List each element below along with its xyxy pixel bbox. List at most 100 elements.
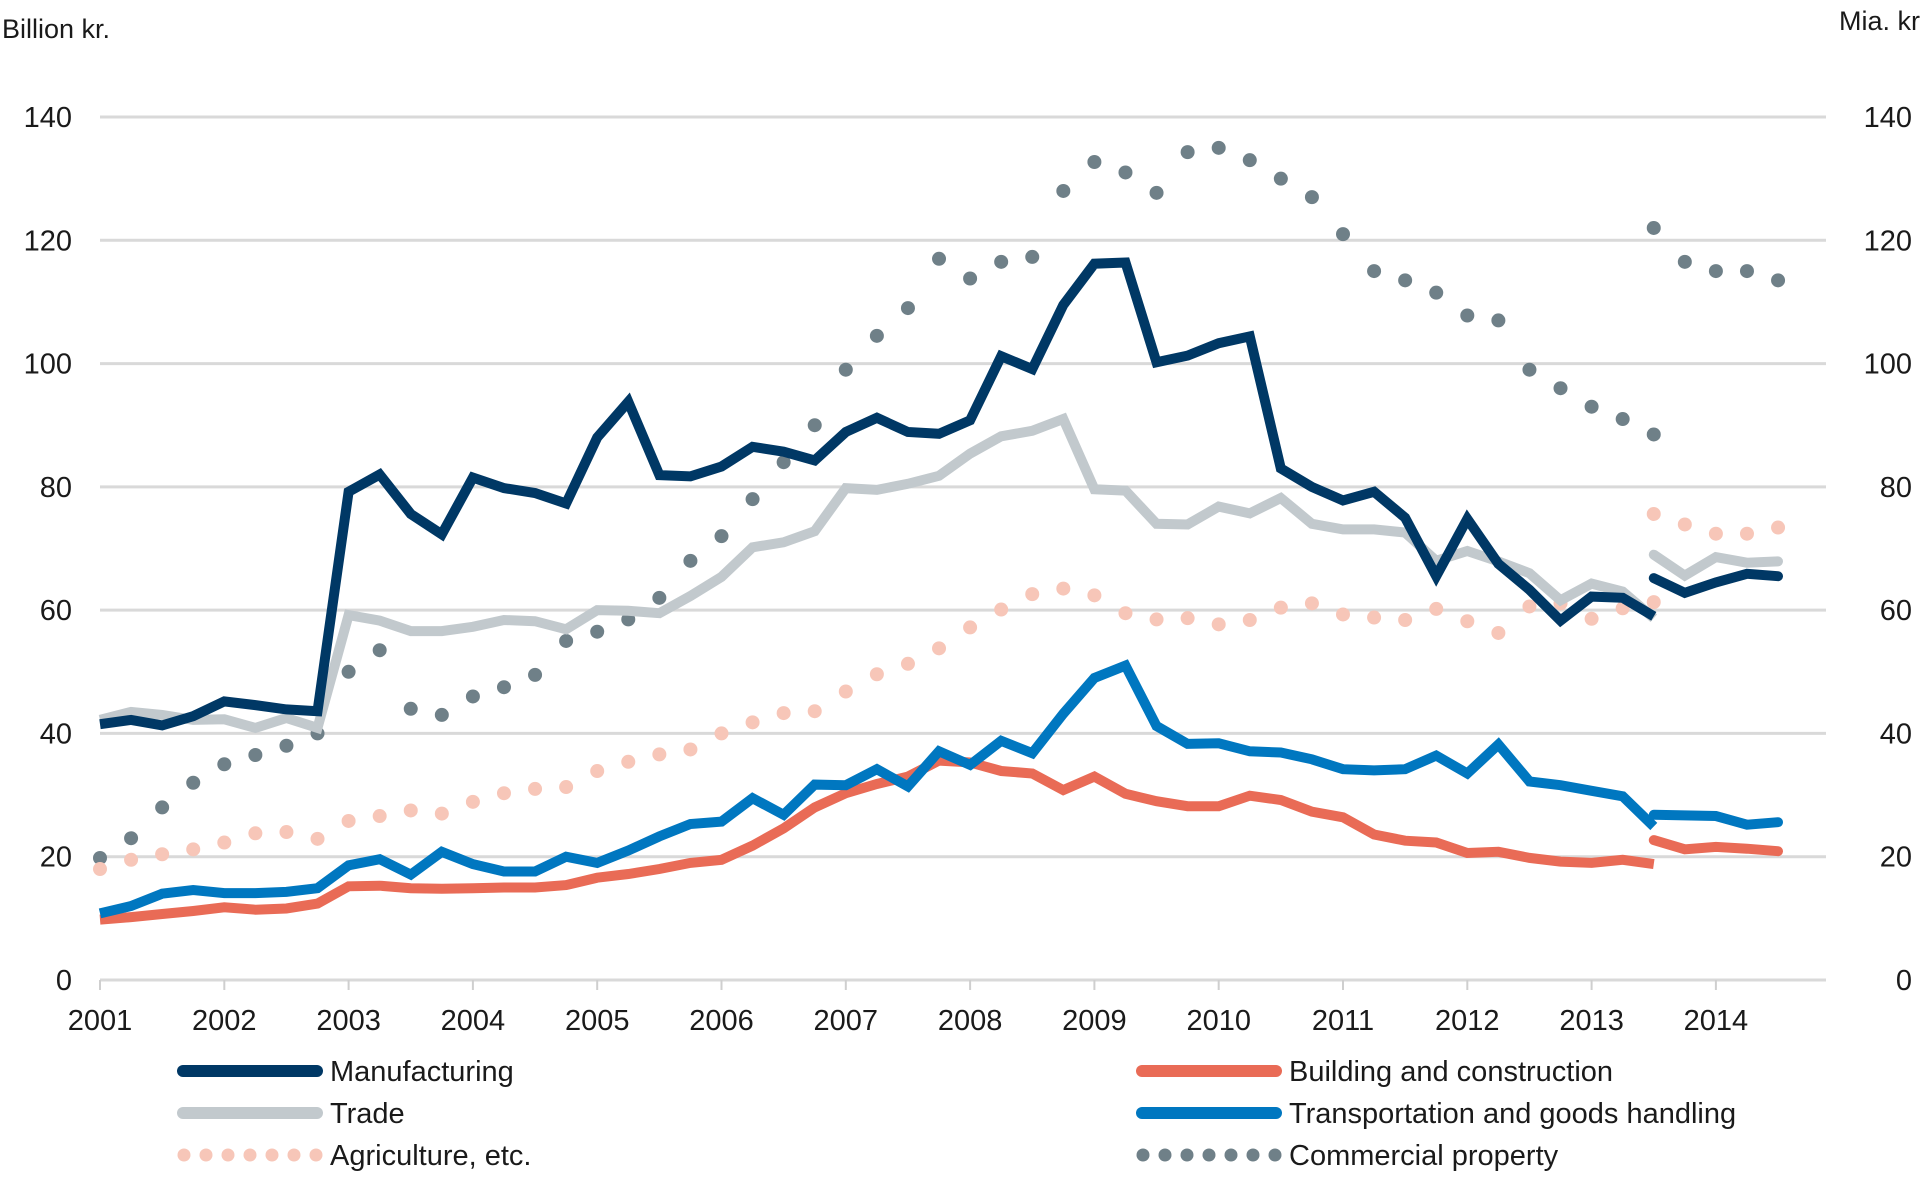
data-point xyxy=(1367,264,1382,279)
data-point xyxy=(1273,171,1288,186)
legend-label: Transportation and goods handling xyxy=(1289,1098,1736,1130)
data-point xyxy=(1025,249,1040,264)
series-line-segment xyxy=(1648,568,1783,599)
data-point xyxy=(1056,581,1071,596)
data-point xyxy=(1398,273,1413,288)
x-tick-label: 2013 xyxy=(1559,1005,1624,1037)
legend-swatch-dot xyxy=(221,1148,235,1162)
right-y-axis: 0 20 40 60 80 100 120 140 xyxy=(1864,102,1912,997)
x-tick-label: 2012 xyxy=(1435,1005,1500,1037)
data-point xyxy=(714,529,729,544)
data-point xyxy=(1739,264,1754,279)
series-line-segment xyxy=(99,257,1657,731)
data-point xyxy=(1522,362,1537,377)
data-point xyxy=(1771,520,1786,535)
data-point xyxy=(745,715,760,730)
data-point xyxy=(621,754,636,769)
y-tick-label-left: 120 xyxy=(24,225,72,257)
data-point xyxy=(434,806,449,821)
data-point xyxy=(248,826,263,841)
series-trade xyxy=(98,412,1783,735)
data-point xyxy=(1553,381,1568,396)
legend-label: Agriculture, etc. xyxy=(330,1140,531,1172)
data-point xyxy=(1491,313,1506,328)
data-point xyxy=(528,781,543,796)
legend-swatch-dot xyxy=(1180,1148,1194,1162)
series-agriculture-etc xyxy=(93,506,1786,877)
data-point xyxy=(403,803,418,818)
x-tick-label: 2007 xyxy=(814,1005,879,1037)
data-point xyxy=(1460,308,1475,323)
data-point xyxy=(1304,190,1319,205)
series-building-and-construction xyxy=(99,755,1783,925)
data-point xyxy=(776,706,791,721)
data-point xyxy=(1708,526,1723,541)
data-point xyxy=(838,362,853,377)
data-point xyxy=(528,667,543,682)
data-point xyxy=(1273,600,1288,615)
x-tick-label: 2005 xyxy=(565,1005,630,1037)
data-point xyxy=(155,800,170,815)
series-line-segment xyxy=(98,412,1658,735)
y-tick-label-right: 100 xyxy=(1864,349,1912,381)
data-point xyxy=(93,862,107,877)
data-point xyxy=(807,704,822,719)
data-point xyxy=(1460,614,1475,629)
legend-label: Building and construction xyxy=(1289,1056,1613,1088)
x-tick-label: 2009 xyxy=(1062,1005,1127,1037)
legend-item-trade: Trade xyxy=(177,1098,405,1130)
data-point xyxy=(124,852,139,867)
data-point xyxy=(434,707,449,722)
data-point xyxy=(1429,285,1444,300)
data-point xyxy=(1646,595,1661,610)
data-point xyxy=(279,738,294,753)
data-point xyxy=(994,602,1009,617)
x-tick-label: 2010 xyxy=(1186,1005,1251,1037)
data-point xyxy=(1491,625,1506,640)
legend-swatch-dot xyxy=(243,1148,257,1162)
legend-swatch-dot xyxy=(265,1148,279,1162)
series-line-segment xyxy=(99,755,1655,925)
left-y-axis: 0 20 40 60 80 100 120 140 xyxy=(24,102,72,997)
legend-item-transportation-and-goods-handling: Transportation and goods handling xyxy=(1136,1098,1736,1130)
legend-swatch-dot xyxy=(1136,1148,1150,1162)
data-point xyxy=(590,764,605,779)
data-point xyxy=(900,656,915,671)
legend: Manufacturing Trade Agriculture, etc. Build… xyxy=(177,1056,1736,1172)
legend-swatch-dot xyxy=(177,1148,191,1162)
legend-label: Commercial property xyxy=(1289,1140,1559,1172)
data-point xyxy=(683,553,698,568)
data-point xyxy=(714,726,729,741)
y-tick-label-right: 0 xyxy=(1896,965,1912,997)
data-point xyxy=(1398,613,1413,628)
data-point xyxy=(217,835,232,850)
data-point xyxy=(1584,399,1599,414)
data-point xyxy=(186,775,201,790)
right-axis-unit-label: Mia. kr. xyxy=(1839,6,1920,36)
data-point xyxy=(900,301,915,316)
data-point xyxy=(1118,606,1133,621)
data-point xyxy=(1242,613,1257,628)
data-point xyxy=(1242,153,1257,168)
data-point xyxy=(1149,612,1164,627)
data-point xyxy=(496,680,511,695)
data-point xyxy=(1118,165,1133,180)
y-tick-label-right: 120 xyxy=(1864,225,1912,257)
x-tick-label: 2014 xyxy=(1684,1005,1749,1037)
data-point xyxy=(310,831,325,846)
data-point xyxy=(1615,412,1630,427)
legend-swatch-dot xyxy=(287,1148,301,1162)
y-tick-label-right: 60 xyxy=(1880,595,1912,627)
series-manufacturing xyxy=(99,257,1783,731)
data-point xyxy=(465,689,480,704)
x-tick-label: 2008 xyxy=(938,1005,1003,1037)
legend-swatch-dot xyxy=(309,1148,323,1162)
y-tick-label-right: 40 xyxy=(1880,718,1912,750)
data-point xyxy=(1336,227,1350,242)
data-point xyxy=(1677,517,1692,532)
data-point xyxy=(1149,185,1164,200)
legend-item-building-and-construction: Building and construction xyxy=(1136,1056,1613,1088)
legend-swatch-dot xyxy=(1158,1148,1172,1162)
data-point xyxy=(217,757,232,772)
data-point xyxy=(683,742,698,757)
